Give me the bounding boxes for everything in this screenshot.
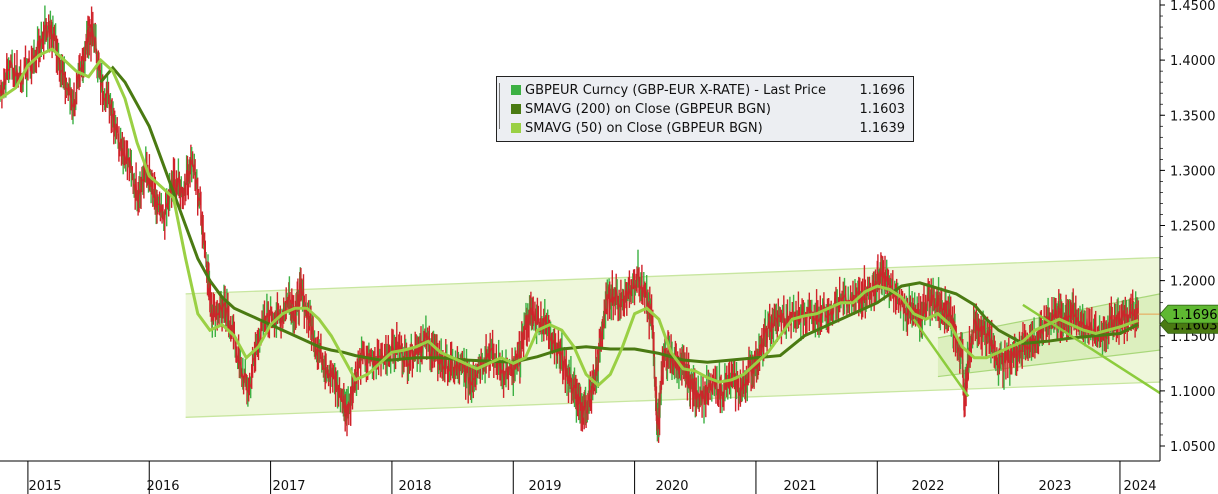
legend-bracket bbox=[499, 83, 505, 129]
y-tick-label: 1.3000 bbox=[1170, 164, 1216, 179]
y-tick-label: 1.2000 bbox=[1170, 275, 1216, 290]
x-year-label: 2019 bbox=[528, 479, 561, 494]
price-badge: 1.1696 bbox=[1159, 304, 1218, 324]
legend-label-sma200: SMAVG (200) on Close (GBPEUR BGN) bbox=[525, 102, 771, 117]
trend-lines bbox=[912, 303, 1161, 398]
badge-shape bbox=[1159, 304, 1218, 324]
x-year-label: 2023 bbox=[1038, 479, 1071, 494]
y-tick-label: 1.4000 bbox=[1170, 54, 1216, 69]
trend-line-1 bbox=[912, 318, 970, 398]
x-year-label: 2021 bbox=[783, 479, 816, 494]
x-year-label: 2024 bbox=[1123, 479, 1156, 494]
legend-value-sma200: 1.1603 bbox=[859, 102, 906, 117]
channel-fill bbox=[185, 257, 1160, 418]
legend-value-sma50: 1.1639 bbox=[859, 121, 906, 136]
price-line bbox=[0, 21, 1139, 430]
legend-label-sma50: SMAVG (50) on Close (GBPEUR BGN) bbox=[525, 121, 763, 136]
badge-label: 1.1696 bbox=[1172, 308, 1218, 323]
chart-legend: GBPEUR Curncy (GBP-EUR X-RATE) - Last Pr… bbox=[496, 76, 914, 142]
trend-line-2 bbox=[1022, 303, 1161, 395]
x-year-label: 2015 bbox=[28, 479, 61, 494]
legend-entry-sma200: SMAVG (200) on Close (GBPEUR BGN) 1.1603 bbox=[503, 100, 907, 119]
sma200-line bbox=[99, 65, 1139, 364]
y-tick-label: 1.4500 bbox=[1170, 0, 1216, 14]
x-year-label: 2020 bbox=[655, 479, 688, 494]
legend-swatch-sma50 bbox=[511, 123, 521, 133]
y-tick-label: 1.3500 bbox=[1170, 109, 1216, 124]
channel-upper-line bbox=[185, 256, 1161, 295]
legend-value-price: 1.1696 bbox=[859, 83, 906, 98]
legend-swatch-price bbox=[511, 85, 521, 95]
legend-entry-price: GBPEUR Curncy (GBP-EUR X-RATE) - Last Pr… bbox=[503, 81, 907, 100]
legend-label-price: GBPEUR Curncy (GBP-EUR X-RATE) - Last Pr… bbox=[525, 83, 827, 98]
y-tick-label: 1.1000 bbox=[1170, 385, 1216, 400]
y-tick-label: 1.0500 bbox=[1170, 440, 1216, 455]
legend-swatch-sma200 bbox=[511, 104, 521, 114]
sma50-line bbox=[0, 47, 1139, 388]
y-tick-label: 1.2500 bbox=[1170, 220, 1216, 235]
series-layer bbox=[0, 5, 1139, 443]
x-year-label: 2017 bbox=[272, 479, 305, 494]
x-year-label: 2016 bbox=[146, 479, 179, 494]
x-year-label: 2018 bbox=[398, 479, 431, 494]
legend-entry-sma50: SMAVG (50) on Close (GBPEUR BGN) 1.1639 bbox=[503, 119, 907, 138]
inner-channel-lower bbox=[937, 349, 1161, 378]
x-year-label: 2022 bbox=[911, 479, 944, 494]
